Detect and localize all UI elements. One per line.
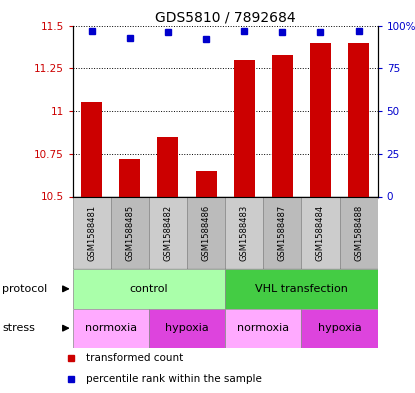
Bar bbox=[149, 309, 225, 348]
Bar bbox=[234, 60, 255, 196]
Bar bbox=[301, 309, 378, 348]
Bar bbox=[73, 196, 111, 269]
Bar bbox=[348, 42, 369, 196]
Title: GDS5810 / 7892684: GDS5810 / 7892684 bbox=[155, 10, 295, 24]
Text: control: control bbox=[129, 284, 168, 294]
Bar bbox=[187, 196, 225, 269]
Bar bbox=[225, 269, 378, 309]
Text: hypoxia: hypoxia bbox=[317, 323, 361, 333]
Text: GSM1588486: GSM1588486 bbox=[202, 205, 210, 261]
Text: normoxia: normoxia bbox=[85, 323, 137, 333]
Bar bbox=[272, 55, 293, 196]
Bar bbox=[81, 103, 102, 196]
Text: protocol: protocol bbox=[2, 284, 47, 294]
Text: GSM1588484: GSM1588484 bbox=[316, 205, 325, 261]
Bar bbox=[301, 196, 339, 269]
Text: VHL transfection: VHL transfection bbox=[255, 284, 348, 294]
Text: GSM1588485: GSM1588485 bbox=[125, 205, 134, 261]
Text: GSM1588483: GSM1588483 bbox=[240, 205, 249, 261]
Text: GSM1588488: GSM1588488 bbox=[354, 205, 363, 261]
Bar bbox=[339, 196, 378, 269]
Text: stress: stress bbox=[2, 323, 35, 333]
Bar bbox=[149, 196, 187, 269]
Text: transformed count: transformed count bbox=[86, 353, 183, 363]
Text: hypoxia: hypoxia bbox=[165, 323, 209, 333]
Text: GSM1588487: GSM1588487 bbox=[278, 205, 287, 261]
Bar bbox=[310, 42, 331, 196]
Bar bbox=[195, 171, 217, 196]
Text: GSM1588482: GSM1588482 bbox=[164, 205, 173, 261]
Text: normoxia: normoxia bbox=[237, 323, 289, 333]
Bar bbox=[111, 196, 149, 269]
Bar bbox=[120, 159, 140, 196]
Bar bbox=[73, 309, 149, 348]
Bar bbox=[157, 137, 178, 196]
Bar bbox=[263, 196, 301, 269]
Bar bbox=[225, 196, 263, 269]
Text: GSM1588481: GSM1588481 bbox=[87, 205, 96, 261]
Bar bbox=[225, 309, 301, 348]
Bar bbox=[73, 269, 225, 309]
Text: percentile rank within the sample: percentile rank within the sample bbox=[86, 374, 262, 384]
